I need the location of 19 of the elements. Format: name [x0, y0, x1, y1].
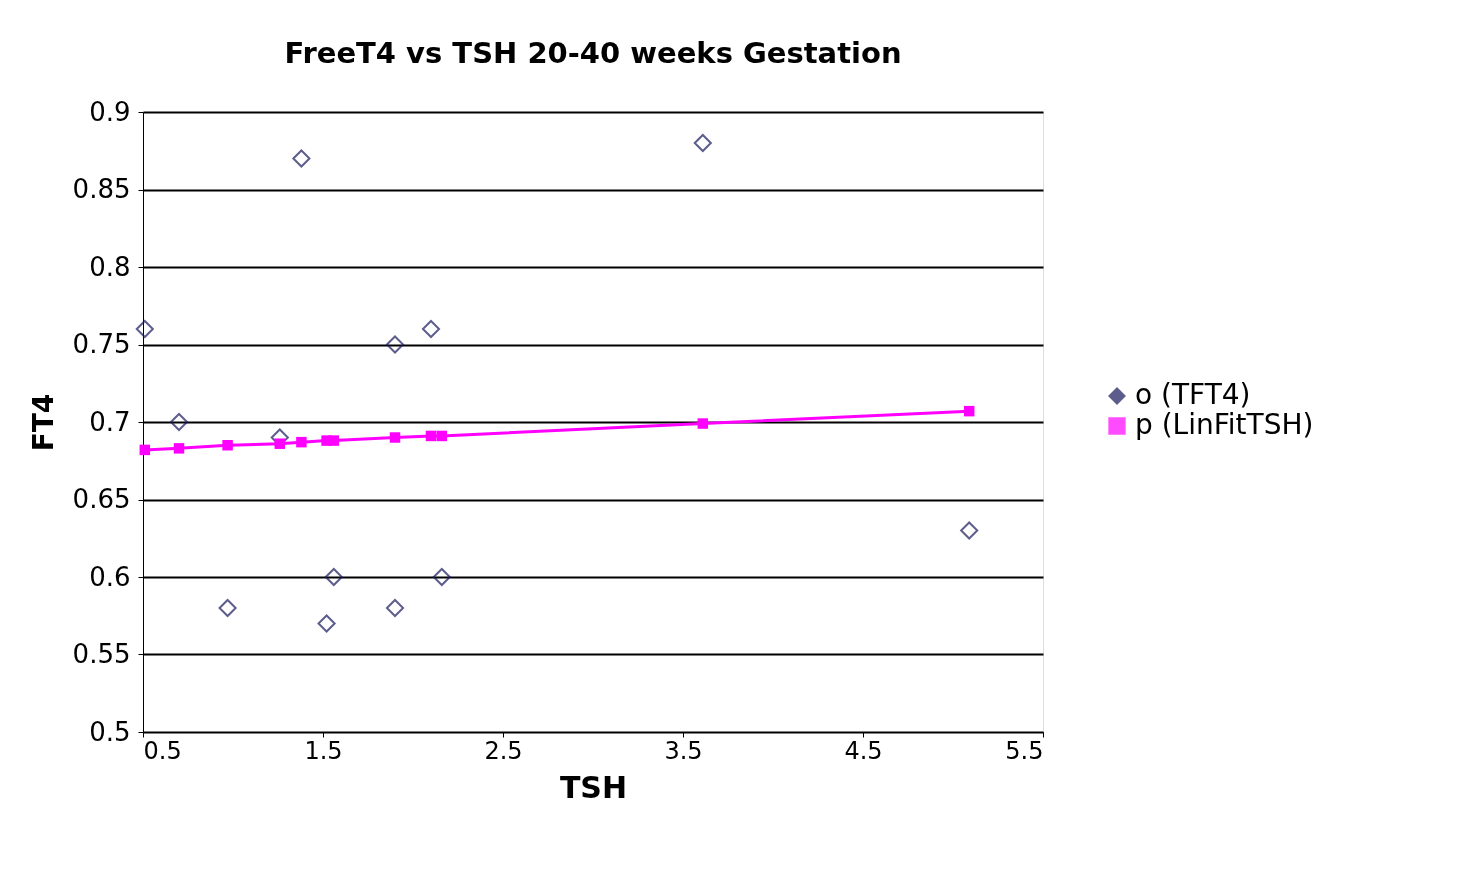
x-tick-label: 3.5: [664, 736, 703, 765]
y-tick-label: 0.9: [89, 96, 131, 127]
chart-title: FreeT4 vs TSH 20-40 weeks Gestation: [284, 36, 902, 70]
y-tick-label: 0.75: [72, 329, 131, 359]
y-tick-label: 0.8: [89, 251, 131, 282]
y-tick-label: 0.65: [72, 484, 131, 514]
x-tick-label: 1.5: [304, 736, 343, 765]
x-tick-label: 5.5: [1005, 736, 1044, 765]
legend-label: o (TFT4): [1135, 378, 1251, 411]
x-tick-label: 0.5: [143, 736, 182, 765]
y-axis-title: FT4: [26, 393, 60, 452]
legend-label: p (LinFitTSH): [1135, 408, 1314, 441]
y-tick-label: 0.55: [72, 639, 131, 669]
x-tick-label: 2.5: [484, 736, 523, 765]
x-tick-label: 4.5: [844, 736, 883, 765]
y-tick-label: 0.6: [89, 561, 131, 592]
y-tick-label: 0.7: [89, 406, 131, 437]
y-tick-label: 0.85: [72, 174, 131, 204]
x-axis-title: TSH: [559, 769, 628, 805]
